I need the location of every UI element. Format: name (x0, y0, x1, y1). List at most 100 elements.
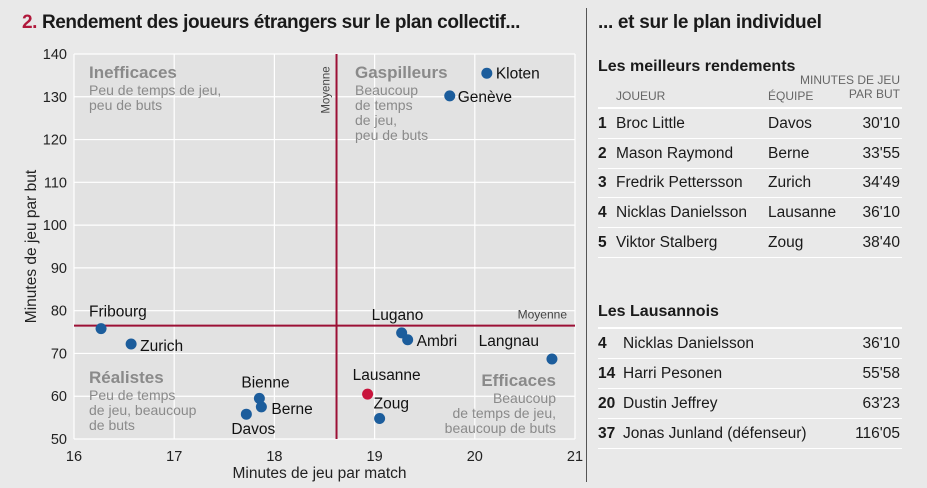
y-tick-label: 70 (51, 346, 67, 362)
data-point (125, 338, 137, 350)
team-cell: Berne (768, 144, 810, 162)
player-cell: Dustin Jeffrey (623, 395, 718, 412)
rank-cell: 3 (598, 174, 607, 192)
value-cell: 38'40 (862, 233, 900, 251)
quadrant-realistes-desc: de jeu, beaucoup (89, 402, 197, 418)
y-tick-label: 50 (51, 432, 67, 448)
average-label-horizontal: Moyenne (518, 308, 568, 322)
data-point (95, 323, 107, 335)
player-cell: Nicklas Danielsson (616, 204, 747, 222)
team-cell: Zurich (768, 174, 812, 192)
data-label: Lausanne (353, 367, 421, 384)
y-tick-label: 100 (43, 218, 67, 234)
chart-title: 2. Rendement des joueurs étrangers sur l… (22, 12, 520, 34)
y-tick-label: 60 (51, 389, 67, 405)
x-tick-label: 16 (66, 449, 82, 465)
y-tick-label: 110 (44, 175, 67, 191)
rank-cell: 37 (598, 425, 616, 442)
data-point (402, 334, 414, 346)
data-point (362, 388, 374, 400)
x-tick-label: 19 (367, 449, 383, 465)
col-player: JOUEUR (616, 89, 666, 103)
player-cell: Jonas Junland (défenseur) (623, 425, 807, 442)
best-table-row: 5 Viktor Stalberg Zoug 38'40 (598, 228, 902, 258)
rank-cell: 4 (598, 335, 607, 352)
y-tick-label: 140 (43, 47, 67, 63)
x-tick-label: 21 (567, 449, 583, 465)
quadrant-gaspilleurs-desc: de temps (355, 97, 413, 113)
scatter-chart: 50 60 70 80 90 100 110 120 130 140 16 17 18 19 20 21 Min… (23, 47, 583, 482)
team-cell: Lausanne (768, 204, 837, 222)
panel-divider (586, 8, 587, 482)
y-tick-label: 80 (51, 304, 67, 320)
player-cell: Nicklas Danielsson (623, 335, 754, 352)
rank-cell: 1 (598, 115, 607, 132)
x-tick-label: 17 (166, 449, 182, 465)
value-cell: 36'10 (862, 335, 900, 352)
quadrant-realistes-title: Réalistes (89, 368, 164, 387)
data-label: Lugano (372, 307, 424, 324)
quadrant-gaspilleurs-title: Gaspilleurs (355, 63, 448, 82)
data-label: Ambri (417, 333, 457, 350)
y-tick-label: 120 (43, 133, 67, 149)
value-cell: 36'10 (862, 204, 900, 222)
rank-cell: 5 (598, 233, 607, 251)
lausanne-table-row: 37 Jonas Junland (défenseur) 116'05 (598, 419, 902, 449)
lausanne-table-row: 20 Dustin Jeffrey 63'23 (598, 389, 902, 419)
data-point (253, 392, 265, 404)
col-value: MINUTES DE JEU PAR BUT (800, 73, 900, 101)
x-tick-label: 20 (467, 449, 483, 465)
data-label: Genève (458, 89, 512, 106)
quadrant-realistes-desc: Peu de temps (89, 387, 175, 403)
individual-panel: ... et sur le plan individuel Les meille… (598, 0, 908, 488)
chart-panel: 2. Rendement des joueurs étrangers sur l… (22, 12, 583, 482)
data-label: Zoug (374, 395, 409, 412)
data-label: Bienne (241, 374, 289, 391)
rank-cell: 4 (598, 204, 607, 222)
data-point (374, 412, 386, 424)
y-tick-label: 130 (43, 90, 67, 106)
lausanne-table-row: 14 Harri Pesonen 55'58 (598, 359, 902, 389)
data-point (240, 408, 252, 420)
quadrant-gaspilleurs-desc: Beaucoup (355, 82, 418, 98)
quadrant-efficaces-desc: beaucoup de buts (445, 420, 556, 436)
col-value-line1: MINUTES DE JEU (799, 73, 900, 87)
team-cell: Zoug (768, 233, 804, 251)
rank-cell: 20 (598, 395, 616, 412)
best-table-row: 2 Mason Raymond Berne 33'55 (598, 139, 902, 169)
data-point (546, 353, 558, 365)
lausanne-heading: Les Lausannois (598, 303, 719, 320)
value-cell: 116'05 (855, 425, 900, 442)
y-axis-label: Minutes de jeu par but (23, 169, 40, 323)
best-table-row: 4 Nicklas Danielsson Lausanne 36'10 (598, 198, 902, 229)
quadrant-efficaces-desc: Beaucoup (493, 390, 556, 406)
y-tick-label: 90 (51, 261, 67, 277)
rank-cell: 14 (598, 365, 616, 382)
value-cell: 34'49 (862, 174, 900, 192)
player-cell: Mason Raymond (616, 144, 734, 162)
player-cell: Fredrik Pettersson (616, 174, 743, 192)
quadrant-inefficaces-desc: Peu de temps de jeu, (89, 82, 221, 98)
x-tick-label: 18 (266, 449, 282, 465)
team-cell: Davos (768, 115, 812, 132)
quadrant-gaspilleurs-desc: peu de buts (355, 127, 428, 143)
data-label: Langnau (479, 333, 539, 350)
quadrant-realistes-desc: de buts (89, 417, 135, 433)
data-label: Kloten (496, 65, 540, 82)
best-table-row: 1 Broc Little Davos 30'10 (598, 109, 902, 139)
best-heading: Les meilleurs rendements (598, 58, 796, 75)
col-value-line2: PAR BUT (848, 87, 900, 101)
average-label-vertical: Moyenne (321, 66, 333, 113)
data-point (444, 90, 456, 102)
value-cell: 30'10 (862, 115, 900, 132)
best-table-row: 3 Fredrik Pettersson Zurich 34'49 (598, 168, 902, 199)
value-cell: 63'23 (862, 395, 900, 412)
quadrant-inefficaces-desc: peu de buts (89, 97, 162, 113)
data-point (255, 401, 267, 413)
data-point (481, 67, 493, 79)
player-cell: Broc Little (616, 115, 685, 132)
quadrant-efficaces-title: Efficaces (481, 371, 556, 390)
col-team: ÉQUIPE (768, 89, 814, 103)
value-cell: 33'55 (862, 144, 900, 162)
data-label: Zurich (140, 338, 183, 355)
